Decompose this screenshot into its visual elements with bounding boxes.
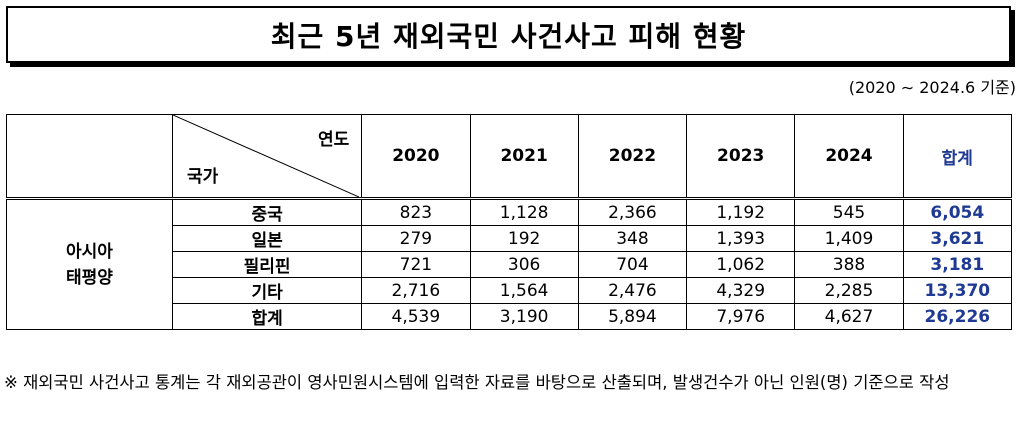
year-header: 2021 [469, 114, 579, 199]
table-row: 기타 2,716 1,564 2,476 4,329 2,285 13,370 [7, 277, 1013, 304]
value-cell: 4,627 [794, 303, 904, 330]
value-cell: 1,128 [469, 198, 579, 226]
country-axis-label: 국가 [186, 167, 219, 187]
country-cell: 기타 [171, 277, 363, 304]
total-cell: 13,370 [902, 277, 1013, 304]
year-header: 2023 [686, 114, 796, 199]
value-cell: 4,539 [361, 303, 471, 330]
year-header: 2024 [794, 114, 904, 199]
value-cell: 348 [577, 225, 688, 252]
value-cell: 7,976 [686, 303, 796, 330]
region-label-line: 태평양 [66, 267, 113, 288]
value-cell: 3,190 [469, 303, 579, 330]
incident-table: 연도 국가 2020 2021 2022 2023 2024 합계 아시아 태평… [6, 114, 1013, 330]
page-title: 최근 5년 재외국민 사건사고 피해 현황 [270, 19, 747, 53]
value-cell: 1,062 [686, 251, 796, 278]
value-cell: 1,564 [469, 277, 579, 304]
total-header: 합계 [902, 114, 1013, 199]
value-cell: 1,192 [686, 198, 796, 226]
value-cell: 2,716 [361, 277, 471, 304]
table-row: 아시아 태평양 중국 823 1,128 2,366 1,192 545 6,0… [6, 198, 1013, 330]
value-cell: 4,329 [686, 277, 796, 304]
country-cell: 필리핀 [171, 251, 363, 278]
title-box: 최근 5년 재외국민 사건사고 피해 현황 [6, 6, 1011, 63]
region-header-cell [6, 114, 173, 199]
country-cell: 중국 [171, 198, 363, 226]
value-cell: 388 [794, 251, 904, 278]
value-cell: 192 [469, 225, 579, 252]
value-cell: 1,393 [686, 225, 796, 252]
value-cell: 2,366 [577, 198, 688, 226]
value-cell: 279 [361, 225, 471, 252]
value-cell: 704 [577, 251, 688, 278]
table-header-row: 연도 국가 2020 2021 2022 2023 2024 합계 [6, 114, 1013, 199]
total-cell: 26,226 [902, 303, 1013, 330]
region-cell: 아시아 태평양 [6, 198, 173, 330]
value-cell: 545 [794, 198, 904, 226]
value-cell: 306 [469, 251, 579, 278]
value-cell: 721 [361, 251, 471, 278]
year-header: 2022 [577, 114, 688, 199]
footnote: ※ 재외국민 사건사고 통계는 각 재외공관이 영사민원시스템에 입력한 자료를… [4, 373, 950, 392]
country-cell: 일본 [171, 225, 363, 252]
diagonal-line [172, 115, 359, 197]
total-cell: 6,054 [902, 198, 1013, 226]
value-cell: 2,285 [794, 277, 904, 304]
country-cell: 합계 [171, 303, 363, 330]
value-cell: 5,894 [577, 303, 688, 330]
year-header: 2020 [361, 114, 471, 199]
value-cell: 1,409 [794, 225, 904, 252]
diagonal-header-cell: 연도 국가 [171, 114, 363, 199]
period-note: (2020 ∼ 2024.6 기준) [848, 78, 1016, 97]
year-axis-label: 연도 [317, 130, 350, 150]
table-row: 필리핀 721 306 704 1,062 388 3,181 [7, 251, 1013, 278]
total-cell: 3,621 [902, 225, 1013, 252]
value-cell: 823 [361, 198, 471, 226]
sum-row: 합계 4,539 3,190 5,894 7,976 4,627 26,226 [7, 303, 1013, 330]
region-label-line: 아시아 [66, 241, 113, 262]
total-cell: 3,181 [902, 251, 1013, 278]
value-cell: 2,476 [577, 277, 688, 304]
